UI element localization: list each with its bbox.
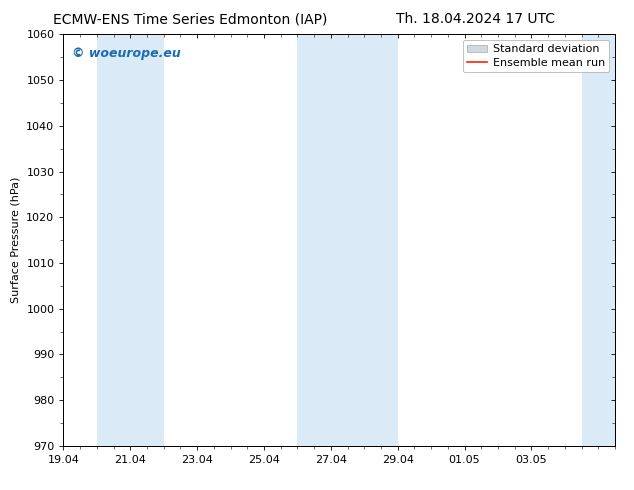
Bar xyxy=(581,34,615,446)
Text: © woeurope.eu: © woeurope.eu xyxy=(72,47,181,60)
Legend: Standard deviation, Ensemble mean run: Standard deviation, Ensemble mean run xyxy=(463,40,609,72)
Text: ECMW-ENS Time Series Edmonton (IAP): ECMW-ENS Time Series Edmonton (IAP) xyxy=(53,12,327,26)
Bar xyxy=(297,34,365,446)
Y-axis label: Surface Pressure (hPa): Surface Pressure (hPa) xyxy=(11,177,21,303)
Bar xyxy=(97,34,164,446)
Text: Th. 18.04.2024 17 UTC: Th. 18.04.2024 17 UTC xyxy=(396,12,555,26)
Bar xyxy=(331,34,398,446)
